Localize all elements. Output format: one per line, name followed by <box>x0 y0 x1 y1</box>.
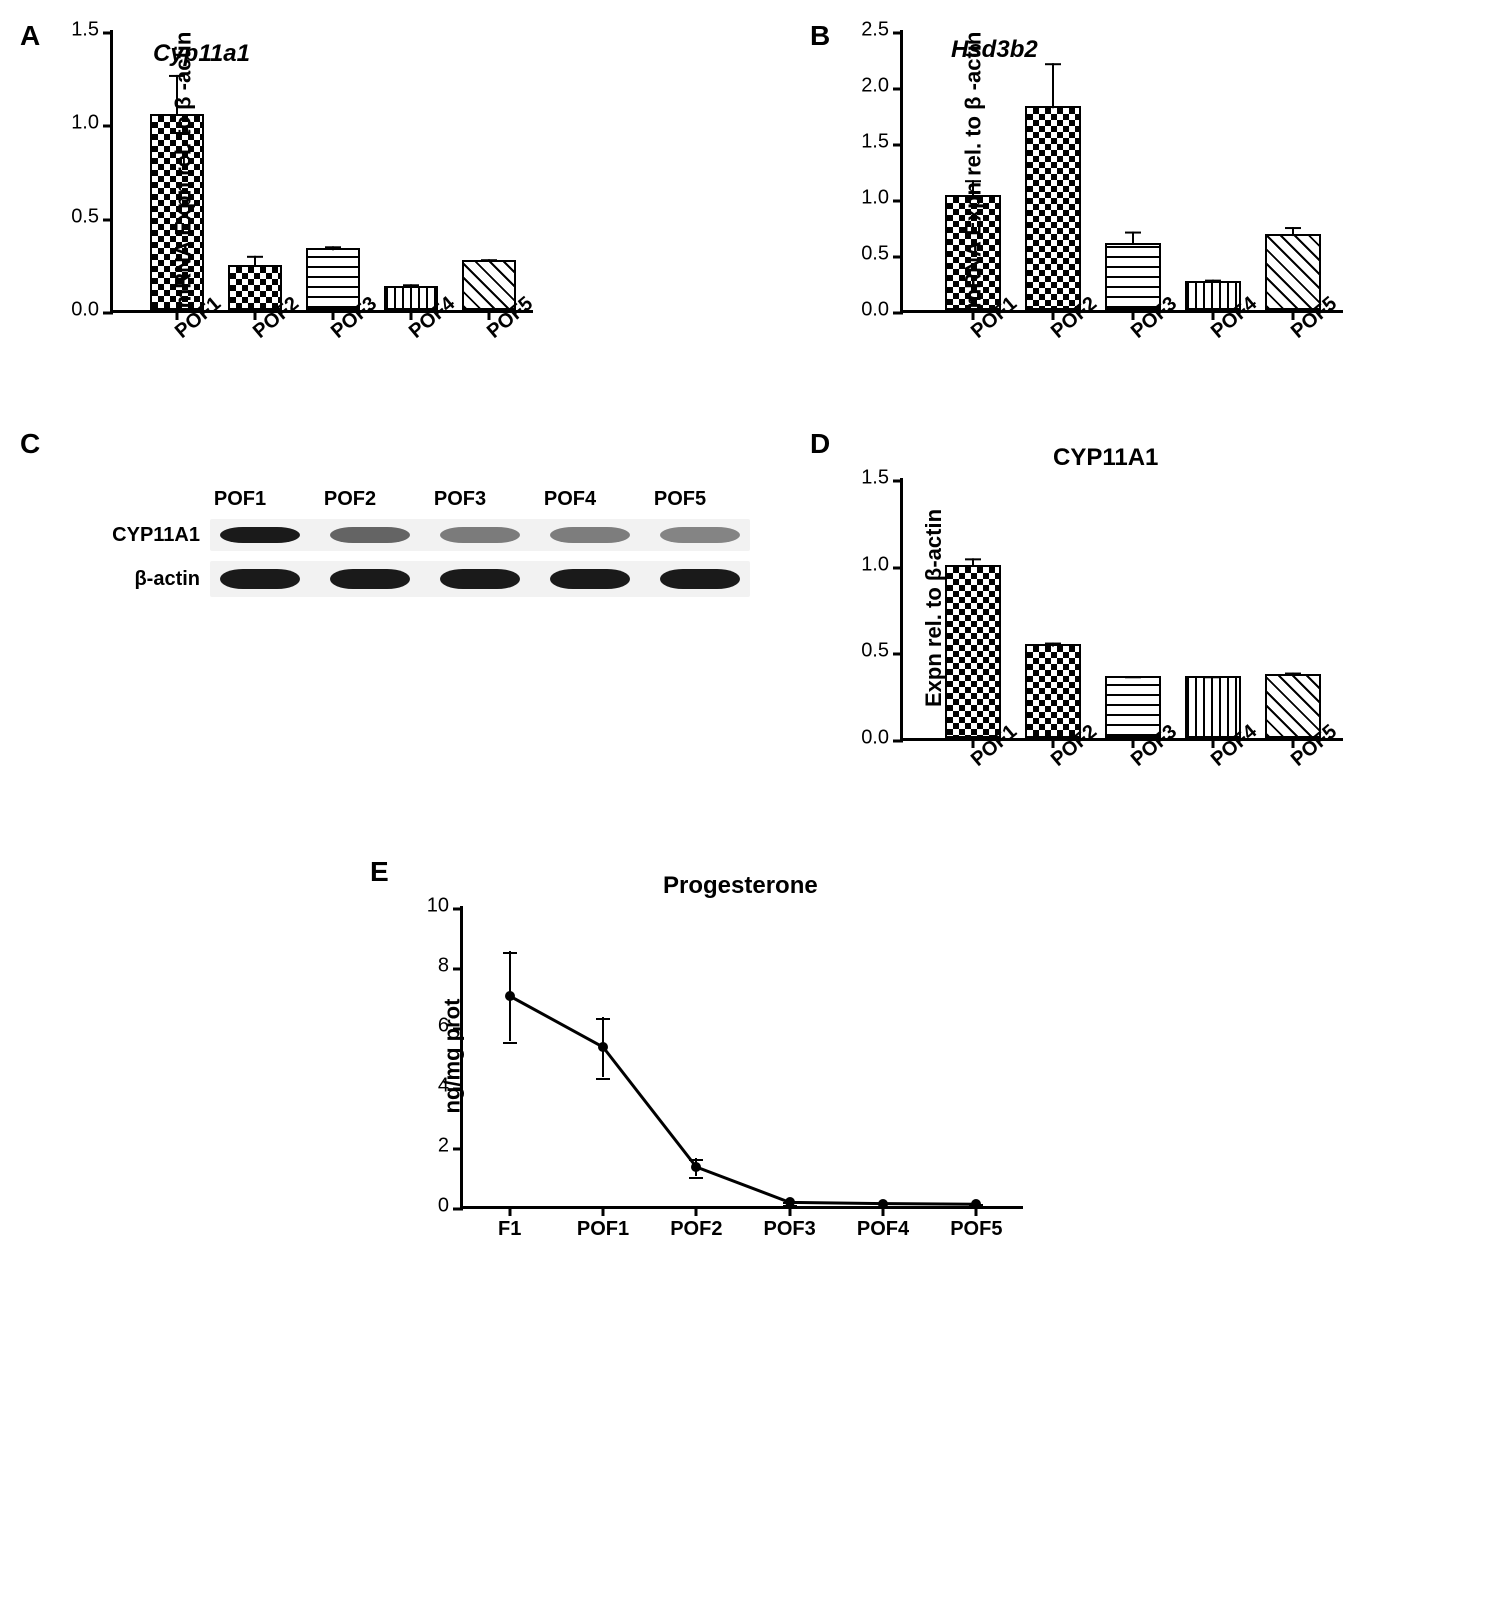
wb-band <box>660 569 740 589</box>
wb-col: POF5 <box>640 488 720 511</box>
figure: A 0.00.51.01.5POF1POF2POF3POF4POF5mRNA E… <box>20 20 1480 1264</box>
ytick-label: 1.0 <box>861 187 889 210</box>
y-axis-label: ng/mg prot <box>439 999 465 1114</box>
panel-d: D 0.00.51.01.5POF1POF2POF3POF4POF5Expn r… <box>810 428 1480 816</box>
bar <box>306 248 360 310</box>
wb-col: POF1 <box>200 488 280 511</box>
plot-area: 0.00.51.01.5POF1POF2POF3POF4POF5Expn rel… <box>900 478 1343 741</box>
wb-lanes <box>210 519 750 551</box>
ytick-label: 0.5 <box>861 640 889 663</box>
ytick-label: 10 <box>427 895 449 918</box>
bar <box>1265 234 1321 310</box>
ytick-label: 2.0 <box>861 75 889 98</box>
xtick-label: POF4 <box>857 1218 909 1241</box>
y-axis-label: Expn rel. to β-actin <box>921 509 947 707</box>
wb-band <box>550 527 630 543</box>
ytick-label: 0.5 <box>71 205 99 228</box>
chart-e: 0246810F1POF1POF2POF3POF4POF5ng/mg protP… <box>430 866 1023 1259</box>
panel-e: E 0246810F1POF1POF2POF3POF4POF5ng/mg pro… <box>370 856 1130 1264</box>
wb-row-label: β-actin <box>80 568 210 591</box>
data-point <box>691 1162 701 1172</box>
bar <box>462 260 516 310</box>
panel-b: B 0.00.51.01.52.02.5POF1POF2POF3POF4POF5… <box>810 20 1480 388</box>
wb-band <box>330 569 410 589</box>
ytick-label: 0.0 <box>71 299 99 322</box>
bar <box>1105 243 1161 310</box>
bar <box>1105 676 1161 738</box>
panel-label-d: D <box>810 428 830 460</box>
wb-column-headers: POF1 POF2 POF3 POF4 POF5 <box>200 488 750 511</box>
panel-label-c: C <box>20 428 40 460</box>
bar <box>1185 676 1241 738</box>
ytick-label: 1.5 <box>71 19 99 42</box>
wb-lanes <box>210 561 750 597</box>
xtick-label: POF5 <box>950 1218 1002 1241</box>
y-axis-label: mRNA Expn rel. to β -actin <box>960 32 986 309</box>
gene-label: Cyp11a1 <box>153 40 250 68</box>
chart-d: 0.00.51.01.5POF1POF2POF3POF4POF5Expn rel… <box>870 438 1343 811</box>
ytick-label: 0.0 <box>861 299 889 322</box>
wb-band <box>660 527 740 543</box>
bar <box>1025 106 1081 310</box>
ytick-label: 2.5 <box>861 19 889 42</box>
chart-a: 0.00.51.01.5POF1POF2POF3POF4POF5mRNA Exp… <box>80 30 533 383</box>
chart-title: Progesterone <box>663 872 818 900</box>
wb-band <box>330 527 410 543</box>
ytick-label: 1.5 <box>861 467 889 490</box>
ytick-label: 0.0 <box>861 727 889 750</box>
panel-a: A 0.00.51.01.5POF1POF2POF3POF4POF5mRNA E… <box>20 20 750 388</box>
panel-c: C POF1 POF2 POF3 POF4 POF5 CYP11A1 β-actin <box>20 428 750 816</box>
wb-col: POF2 <box>310 488 390 511</box>
data-point <box>598 1042 608 1052</box>
ytick-label: 0.5 <box>861 243 889 266</box>
wb-row: CYP11A1 <box>80 519 750 551</box>
panel-label-e: E <box>370 856 389 888</box>
plot-area: 0246810F1POF1POF2POF3POF4POF5ng/mg protP… <box>460 906 1023 1209</box>
y-axis-label: mRNA Expn rel. to β -actin <box>170 32 196 309</box>
chart-b: 0.00.51.01.52.02.5POF1POF2POF3POF4POF5mR… <box>870 30 1343 383</box>
ytick-label: 2 <box>438 1135 449 1158</box>
wb-col: POF4 <box>530 488 610 511</box>
bar <box>945 565 1001 738</box>
wb-col: POF3 <box>420 488 500 511</box>
wb-band <box>220 569 300 589</box>
plot-area: 0.00.51.01.52.02.5POF1POF2POF3POF4POF5mR… <box>900 30 1343 313</box>
panel-label-b: B <box>810 20 830 52</box>
wb-band <box>440 527 520 543</box>
ytick-label: 1.0 <box>71 112 99 135</box>
panel-label-a: A <box>20 20 40 52</box>
wb-row-label: CYP11A1 <box>80 524 210 547</box>
ytick-label: 0 <box>438 1195 449 1218</box>
panel-e-row: E 0246810F1POF1POF2POF3POF4POF5ng/mg pro… <box>20 856 1480 1264</box>
chart-title: CYP11A1 <box>1053 444 1158 472</box>
bar <box>1265 674 1321 738</box>
wb-band <box>220 527 300 543</box>
bar <box>1025 644 1081 738</box>
plot-area: 0.00.51.01.5POF1POF2POF3POF4POF5mRNA Exp… <box>110 30 533 313</box>
wb-band <box>550 569 630 589</box>
gene-label: Hsd3b2 <box>951 36 1038 64</box>
western-blot: POF1 POF2 POF3 POF4 POF5 CYP11A1 β-actin <box>80 488 750 597</box>
xtick-label: POF3 <box>764 1218 816 1241</box>
xtick-label: POF1 <box>577 1218 629 1241</box>
wb-band <box>440 569 520 589</box>
ytick-label: 1.5 <box>861 131 889 154</box>
bar <box>228 265 282 310</box>
ytick-label: 8 <box>438 955 449 978</box>
ytick-label: 1.0 <box>861 553 889 576</box>
xtick-label: POF2 <box>670 1218 722 1241</box>
xtick-label: F1 <box>498 1218 521 1241</box>
data-point <box>505 991 515 1001</box>
wb-row: β-actin <box>80 561 750 597</box>
